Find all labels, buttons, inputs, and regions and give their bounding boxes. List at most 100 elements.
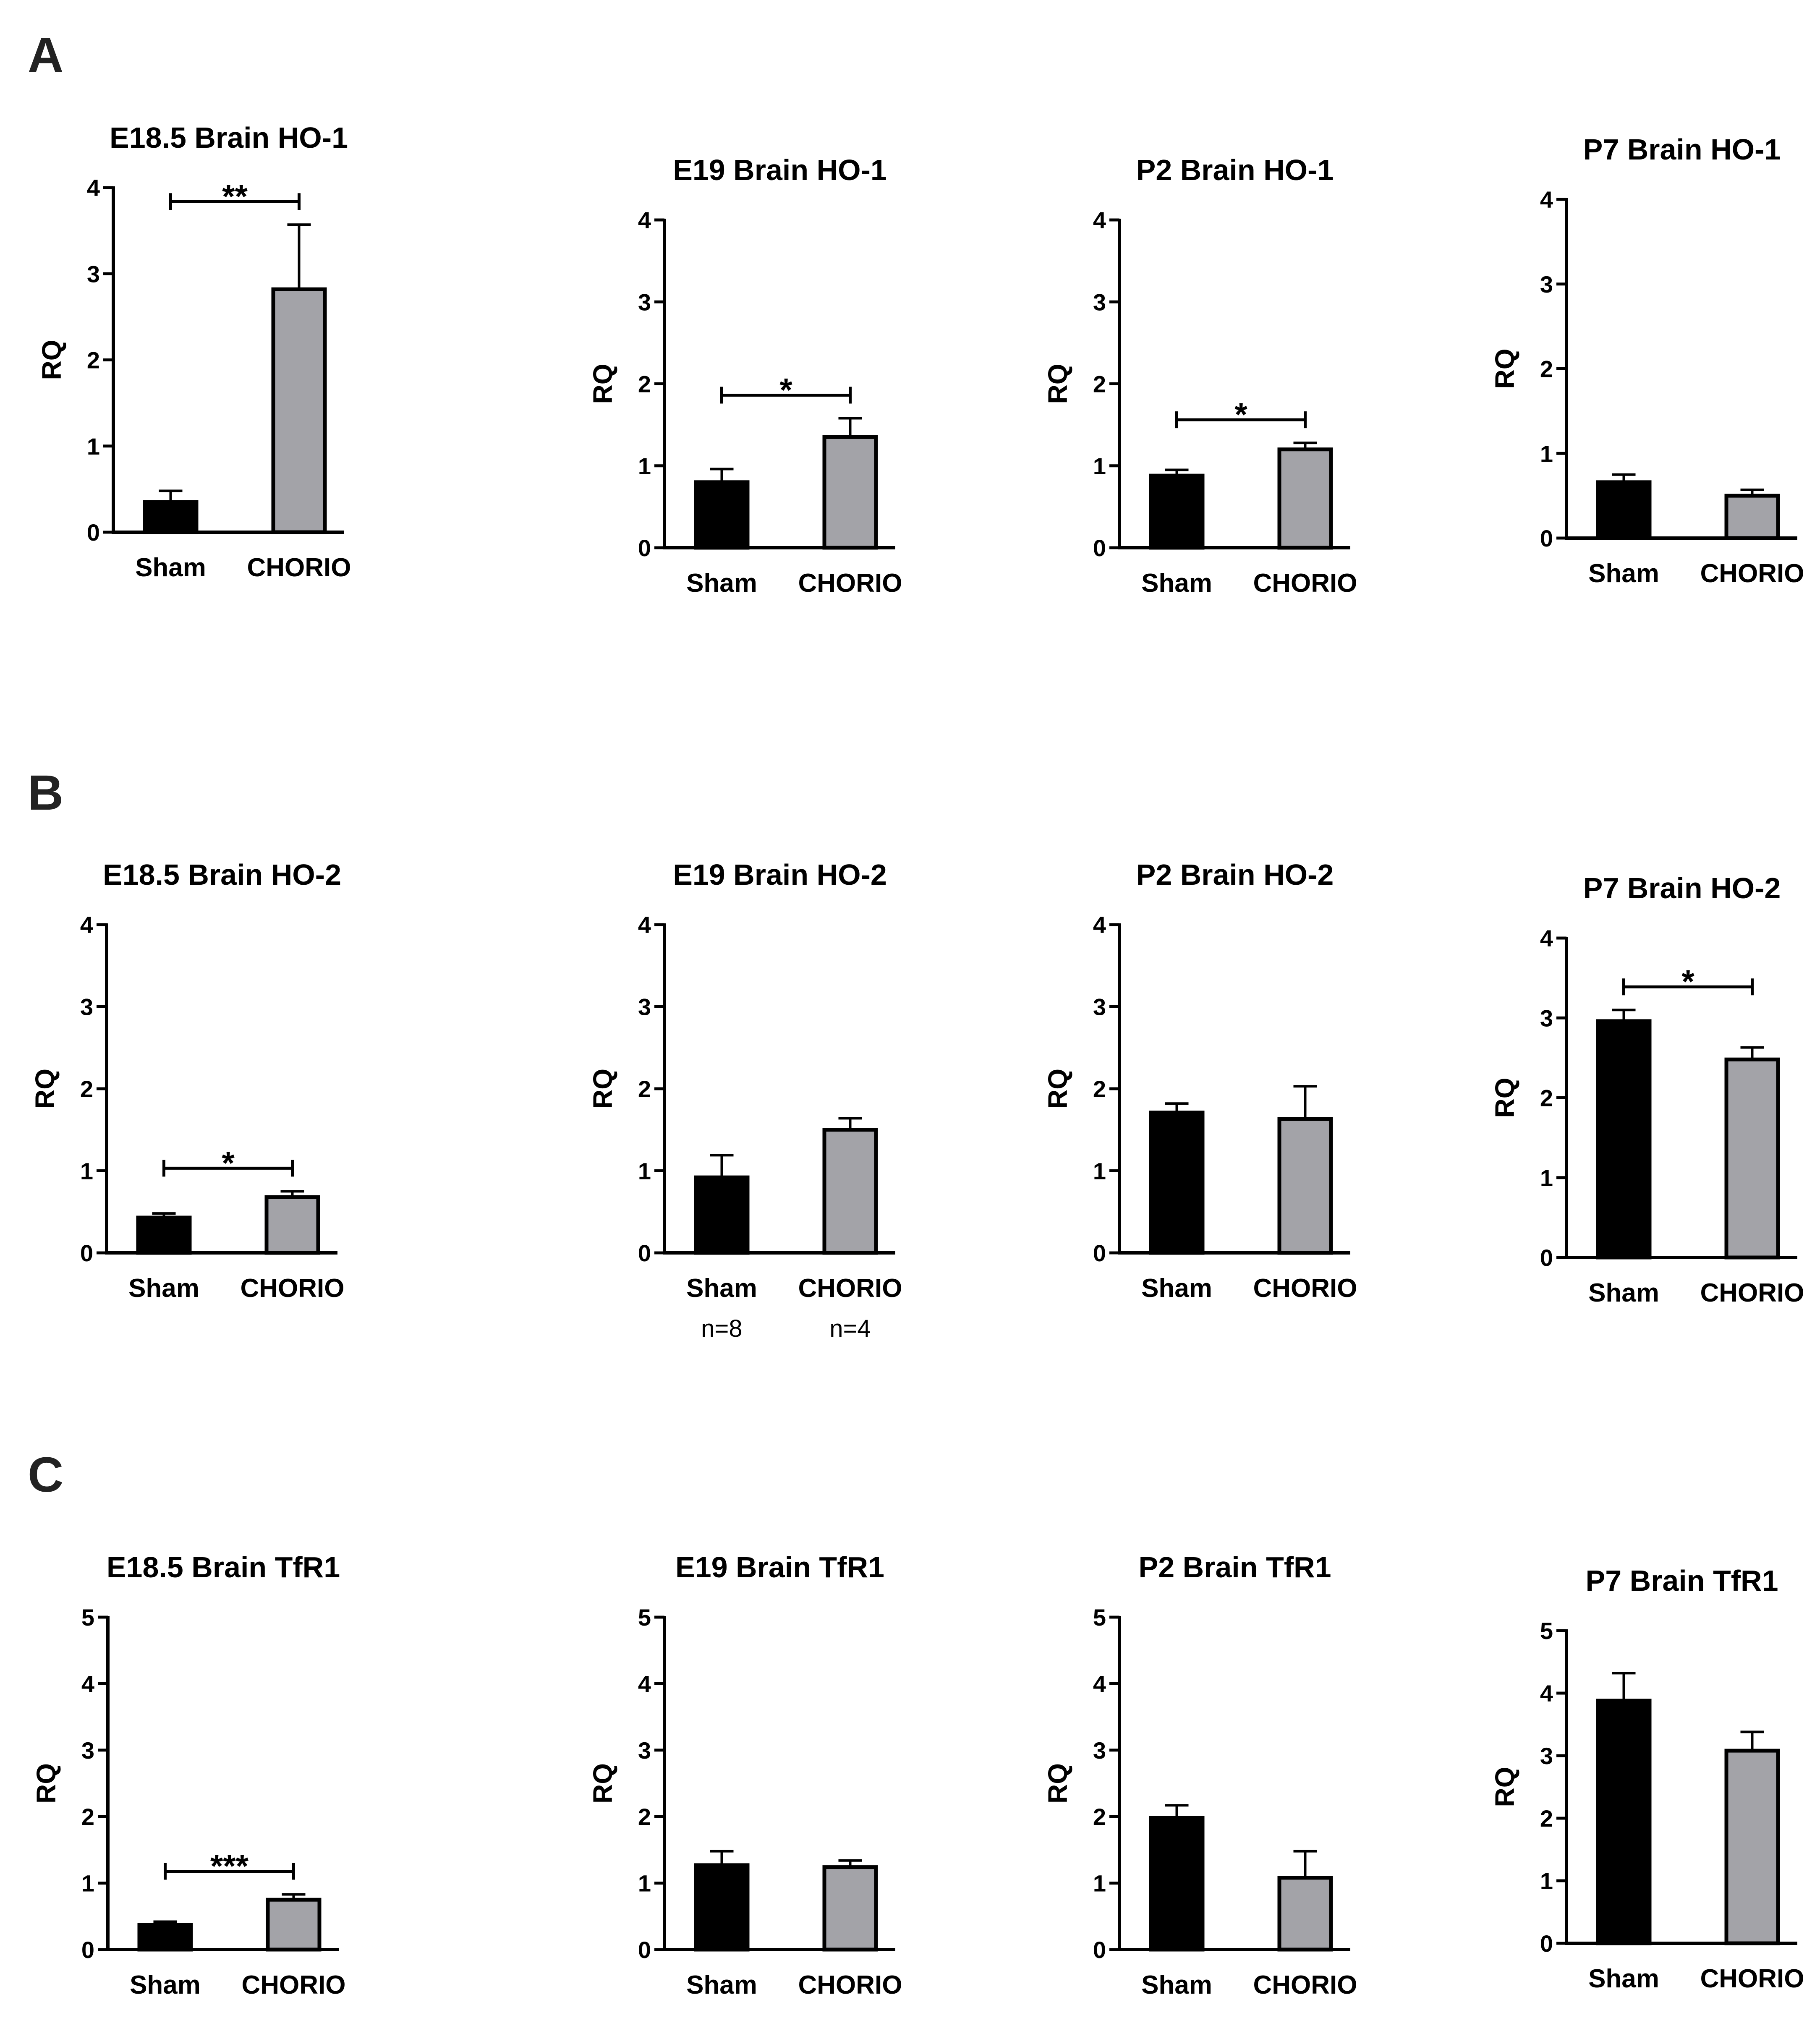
bar-chorio [264,1195,320,1255]
y-tick-label: 1 [1540,1868,1553,1894]
bar-chorio [1277,1876,1333,1952]
bar-chorio [1277,1117,1333,1255]
y-axis-label: RQ [1490,1767,1520,1807]
chart-title: E18.5 Brain HO-2 [103,858,341,891]
chart-4: P7 Brain HO-1 0 1 2 3 4 RQ Sham CHORIO [1490,133,1804,588]
bar-sham [1596,1699,1652,1945]
sample-size-note: n=8 [701,1315,742,1342]
bar-sham [1596,480,1652,540]
y-tick-label: 4 [1093,1670,1106,1697]
x-tick-label: CHORIO [1253,569,1357,598]
y-tick-label: 0 [1540,525,1553,552]
bar-sham [1149,1816,1205,1952]
chart-8: P7 Brain HO-2 0 1 2 3 4 RQ Sham CHORIO * [1490,872,1804,1307]
bar-chorio [271,287,327,534]
chart-title: E18.5 Brain TfR1 [107,1551,340,1584]
chart-title: P7 Brain HO-1 [1583,133,1781,166]
y-tick-label: 1 [1540,1165,1553,1191]
chart-title: P2 Brain HO-1 [1136,154,1334,186]
y-axis-label: RQ [1490,349,1520,389]
panel-letter-a: A [28,27,64,83]
bar-sham [694,480,750,550]
y-tick-label: 0 [80,1240,93,1266]
y-tick-label: 1 [87,433,100,460]
y-tick-label: 1 [638,453,651,479]
y-axis-label: RQ [588,1069,618,1109]
y-tick-label: 5 [81,1604,94,1631]
y-tick-label: 3 [87,261,100,287]
y-tick-label: 5 [1540,1618,1553,1644]
x-tick-label: Sham [135,553,206,582]
y-tick-label: 1 [81,1870,94,1897]
y-axis-label: RQ [588,364,618,404]
chart-title: P2 Brain TfR1 [1139,1551,1331,1584]
chart-title: P7 Brain TfR1 [1586,1564,1778,1597]
y-tick-label: 4 [80,912,93,938]
y-tick-label: 4 [638,1670,651,1697]
y-tick-label: 0 [1093,1937,1106,1963]
chart-2: E19 Brain HO-1 0 1 2 3 4 RQ Sham CHORIO * [588,154,902,598]
y-tick-label: 5 [1093,1604,1106,1631]
bar-chorio [1724,494,1780,540]
x-tick-label: Sham [1588,559,1659,588]
bar-sham [694,1863,750,1952]
x-tick-label: Sham [1588,1278,1659,1307]
y-tick-label: 0 [87,519,100,546]
y-tick-label: 0 [638,535,651,561]
bar-chorio [822,435,878,550]
y-tick-label: 4 [1540,925,1553,951]
y-axis-label: RQ [30,1069,60,1109]
x-tick-label: Sham [128,1274,199,1303]
x-tick-label: CHORIO [1700,1964,1804,1993]
bar-chorio [1724,1057,1780,1260]
y-tick-label: 2 [1540,1805,1553,1832]
y-tick-label: 3 [638,994,651,1020]
y-tick-label: 1 [1093,1158,1106,1184]
x-tick-label: Sham [686,1971,757,2000]
bar-sham [143,500,199,534]
x-tick-label: CHORIO [247,553,351,582]
chart-title: P2 Brain HO-2 [1136,858,1334,891]
y-axis-label: RQ [31,1763,61,1804]
panel-letter-b: B [28,765,64,821]
significance-marker: * [222,1144,235,1181]
y-tick-label: 2 [1093,371,1106,397]
y-tick-label: 3 [81,1737,94,1764]
y-tick-label: 4 [638,912,651,938]
x-tick-label: Sham [686,1274,757,1303]
y-tick-label: 1 [638,1870,651,1897]
bar-chorio [822,1865,878,1952]
chart-7: P2 Brain HO-2 0 1 2 3 4 RQ Sham CHORIO [1043,858,1357,1303]
bar-chorio [1724,1749,1780,1945]
chart-12: P7 Brain TfR1 0 1 2 3 4 5 RQ Sham CHORIO [1490,1564,1804,1993]
x-tick-label: CHORIO [798,1971,902,2000]
significance-marker: *** [210,1848,249,1885]
y-tick-label: 0 [1093,535,1106,561]
x-tick-label: Sham [1588,1964,1659,1993]
chart-title: E19 Brain HO-1 [673,154,887,186]
x-tick-label: CHORIO [241,1274,345,1303]
y-axis-label: RQ [588,1763,618,1804]
x-tick-label: Sham [1141,1971,1212,2000]
y-tick-label: 3 [638,289,651,315]
y-tick-label: 0 [638,1240,651,1266]
bar-sham [136,1216,192,1255]
y-tick-label: 0 [1540,1244,1553,1271]
bar-sham [137,1923,193,1952]
y-tick-label: 3 [1540,271,1553,298]
y-tick-label: 0 [638,1937,651,1963]
panel-letter-c: C [28,1447,64,1503]
y-tick-label: 0 [81,1937,94,1963]
chart-title: E18.5 Brain HO-1 [110,121,348,154]
y-tick-label: 3 [1093,1737,1106,1764]
y-tick-label: 4 [638,207,651,233]
x-tick-label: Sham [686,569,757,598]
y-tick-label: 1 [638,1158,651,1184]
y-tick-label: 4 [87,175,100,201]
y-tick-label: 2 [80,1076,93,1102]
y-tick-label: 4 [1540,1680,1553,1707]
y-tick-label: 2 [87,347,100,374]
y-tick-label: 1 [1093,1870,1106,1897]
x-tick-label: Sham [1141,569,1212,598]
